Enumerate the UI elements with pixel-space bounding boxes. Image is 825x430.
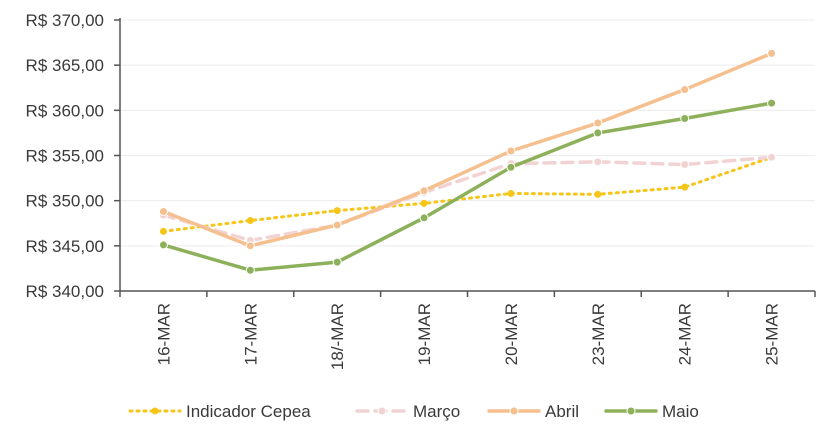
x-tick-label: 16-MAR [154,303,173,365]
y-tick-label: R$ 355,00 [26,147,104,166]
x-tick-label: 24-MAR [676,303,695,365]
data-point [332,220,342,230]
y-tick-label: R$ 350,00 [26,192,104,211]
x-tick-label: 20-MAR [502,303,521,365]
legend-label: Abril [545,402,579,421]
legend-label: Indicador Cepea [186,402,311,421]
data-point [332,257,342,267]
legend-item: Indicador Cepea [128,402,311,421]
data-point [681,183,689,191]
data-point [245,265,255,275]
series-3 [158,48,777,251]
y-tick-label: R$ 340,00 [26,282,104,301]
data-point [333,207,341,215]
legend-marker [626,406,636,416]
data-point [680,160,690,170]
legend-marker [151,407,159,415]
legend-marker [377,406,387,416]
series-line [161,51,774,248]
gridlines [120,19,815,247]
data-point [680,85,690,95]
y-tick-labels: R$ 340,00 R$ 345,00 R$ 350,00 R$ 355,00 R$ 3… [26,11,104,301]
series-line [161,101,774,272]
y-tick-label: R$ 345,00 [26,237,104,256]
data-point [506,146,516,156]
legend-item: Março [355,402,460,421]
x-tick-labels: 16-MAR 17-MAR 18/-MAR 19-MAR 20-MAR 23-MAR 24-… [154,303,781,370]
data-point [245,241,255,251]
y-tick-label: R$ 365,00 [26,56,104,75]
data-point [419,186,429,196]
y-tick-label: R$ 370,00 [26,11,104,30]
data-point [158,207,168,217]
data-point [420,199,428,207]
x-tick-label: 18/-MAR [328,303,347,370]
axes [114,18,816,297]
data-point [159,227,167,235]
series-2 [158,152,777,245]
series-lines [158,48,777,275]
x-tick-label: 23-MAR [589,303,608,365]
data-point [767,48,777,58]
x-tick-label: 17-MAR [241,303,260,365]
y-tick-label: R$ 360,00 [26,101,104,120]
data-point [506,162,516,172]
data-point [594,190,602,198]
legend-label: Maio [662,402,699,421]
legend: Indicador Cepea Março Abril Maio [128,402,699,421]
legend-label: Março [413,402,460,421]
legend-marker [509,406,519,416]
data-point [593,157,603,167]
x-tick-label: 25-MAR [763,303,782,365]
data-point [593,128,603,138]
data-point [507,189,515,197]
data-point [158,240,168,250]
data-point [767,98,777,108]
legend-item: Abril [487,402,579,421]
data-point [680,113,690,123]
data-point [419,213,429,223]
x-tick-label: 19-MAR [415,303,434,365]
series-4 [158,98,777,275]
series-line [161,155,774,243]
data-point [767,152,777,162]
data-point [246,217,254,225]
legend-item: Maio [604,402,699,421]
data-point [593,118,603,128]
